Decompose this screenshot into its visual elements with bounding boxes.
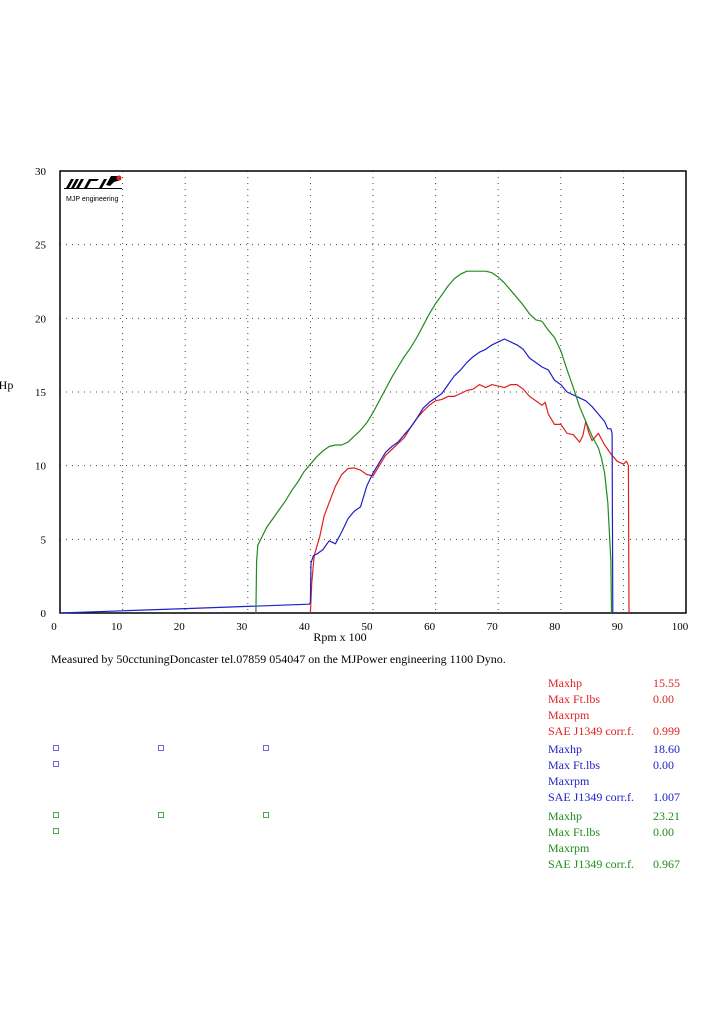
stat-row: Max Ft.lbs 0.00 bbox=[548, 691, 703, 707]
x-tick-label: 0 bbox=[51, 621, 57, 633]
stat-value: 0.999 bbox=[653, 724, 680, 738]
x-tick-label: 80 bbox=[549, 621, 561, 633]
stat-value bbox=[653, 840, 703, 856]
stat-row: SAE J1349 corr.f. 0.999 bbox=[548, 723, 703, 739]
stat-label: Maxrpm bbox=[548, 708, 590, 722]
stat-value bbox=[653, 707, 703, 723]
legend-box-blue[interactable] bbox=[263, 745, 269, 751]
chart-grid bbox=[60, 171, 686, 613]
legend-box-green[interactable] bbox=[53, 828, 59, 834]
legend-box-blue[interactable] bbox=[53, 745, 59, 751]
stat-value: 0.00 bbox=[653, 758, 674, 772]
mjp-logo: MJP engineering bbox=[64, 175, 122, 203]
stat-label: Maxrpm bbox=[548, 841, 590, 855]
stat-row: Maxrpm bbox=[548, 773, 703, 789]
stat-label: Maxhp bbox=[548, 676, 582, 690]
stat-value: 1.007 bbox=[653, 790, 680, 804]
stat-row: Maxrpm bbox=[548, 840, 703, 856]
stat-label: Max Ft.lbs bbox=[548, 692, 601, 706]
x-tick-label: 20 bbox=[174, 621, 186, 633]
stat-label: Maxrpm bbox=[548, 774, 590, 788]
x-tick-label: 90 bbox=[612, 621, 624, 633]
legend-box-green[interactable] bbox=[158, 812, 164, 818]
x-tick-label: 60 bbox=[424, 621, 436, 633]
stat-value: 0.00 bbox=[653, 692, 674, 706]
stat-label: Maxhp bbox=[548, 809, 582, 823]
x-axis-label: Rpm x 100 bbox=[313, 630, 366, 644]
stats-block-blue: Maxhp 18.60 Max Ft.lbs 0.00 Maxrpm SAE J13… bbox=[548, 741, 703, 805]
stat-row: Maxhp 15.55 bbox=[548, 675, 703, 691]
legend-box-green[interactable] bbox=[53, 812, 59, 818]
series-line bbox=[255, 270, 613, 614]
y-tick-label: 0 bbox=[41, 608, 47, 620]
stat-value: 23.21 bbox=[653, 809, 680, 823]
stat-value: 0.00 bbox=[653, 825, 674, 839]
stat-value: 0.967 bbox=[653, 857, 680, 871]
plot-frame bbox=[59, 170, 687, 614]
legend-box-blue[interactable] bbox=[53, 761, 59, 767]
series-line bbox=[59, 338, 614, 614]
stat-value: 15.55 bbox=[653, 676, 680, 690]
x-tick-label: 50 bbox=[362, 621, 374, 633]
y-axis-label: Hp bbox=[0, 378, 13, 392]
stat-row: Max Ft.lbs 0.00 bbox=[548, 757, 703, 773]
stat-label: Maxhp bbox=[548, 742, 582, 756]
stat-row: Maxhp 18.60 bbox=[548, 741, 703, 757]
stat-row: Maxrpm bbox=[548, 707, 703, 723]
stat-label: Max Ft.lbs bbox=[548, 758, 601, 772]
legend-box-blue[interactable] bbox=[158, 745, 164, 751]
x-tick-label: 30 bbox=[236, 621, 248, 633]
y-tick-label: 15 bbox=[35, 387, 47, 399]
legend-box-green[interactable] bbox=[263, 812, 269, 818]
series-line bbox=[309, 384, 630, 614]
x-tick-label: 100 bbox=[672, 621, 689, 633]
y-tick-label: 10 bbox=[35, 461, 47, 473]
x-tick-label: 40 bbox=[299, 621, 311, 633]
stat-label: SAE J1349 corr.f. bbox=[548, 857, 634, 871]
stat-row: SAE J1349 corr.f. 0.967 bbox=[548, 856, 703, 872]
x-tick-label: 70 bbox=[487, 621, 499, 633]
x-axis-ticks: 0 10 20 30 40 50 60 70 80 90 100 bbox=[51, 621, 689, 633]
stat-label: Max Ft.lbs bbox=[548, 825, 601, 839]
stat-row: SAE J1349 corr.f. 1.007 bbox=[548, 789, 703, 805]
stat-value bbox=[653, 773, 703, 789]
stats-block-green: Maxhp 23.21 Max Ft.lbs 0.00 Maxrpm SAE J13… bbox=[548, 808, 703, 872]
stat-label: SAE J1349 corr.f. bbox=[548, 724, 634, 738]
chart-series bbox=[59, 270, 630, 614]
logo-text: MJP engineering bbox=[66, 196, 119, 203]
x-tick-label: 10 bbox=[111, 621, 123, 633]
y-tick-label: 30 bbox=[35, 166, 47, 178]
stat-value: 18.60 bbox=[653, 742, 680, 756]
dyno-chart: 0 10 20 30 40 50 60 70 80 90 100 0 5 10 15 20 25 30 Rpm … bbox=[0, 166, 689, 644]
y-tick-label: 5 bbox=[41, 534, 47, 546]
y-tick-label: 20 bbox=[35, 313, 47, 325]
stat-row: Maxhp 23.21 bbox=[548, 808, 703, 824]
y-axis-ticks: 0 5 10 15 20 25 30 bbox=[35, 166, 47, 620]
measured-by-caption: Measured by 50cctuningDoncaster tel.0785… bbox=[51, 652, 506, 666]
stat-row: Max Ft.lbs 0.00 bbox=[548, 824, 703, 840]
y-tick-label: 25 bbox=[35, 240, 47, 252]
stat-label: SAE J1349 corr.f. bbox=[548, 790, 634, 804]
stats-block-red: Maxhp 15.55 Max Ft.lbs 0.00 Maxrpm SAE J13… bbox=[548, 675, 703, 739]
